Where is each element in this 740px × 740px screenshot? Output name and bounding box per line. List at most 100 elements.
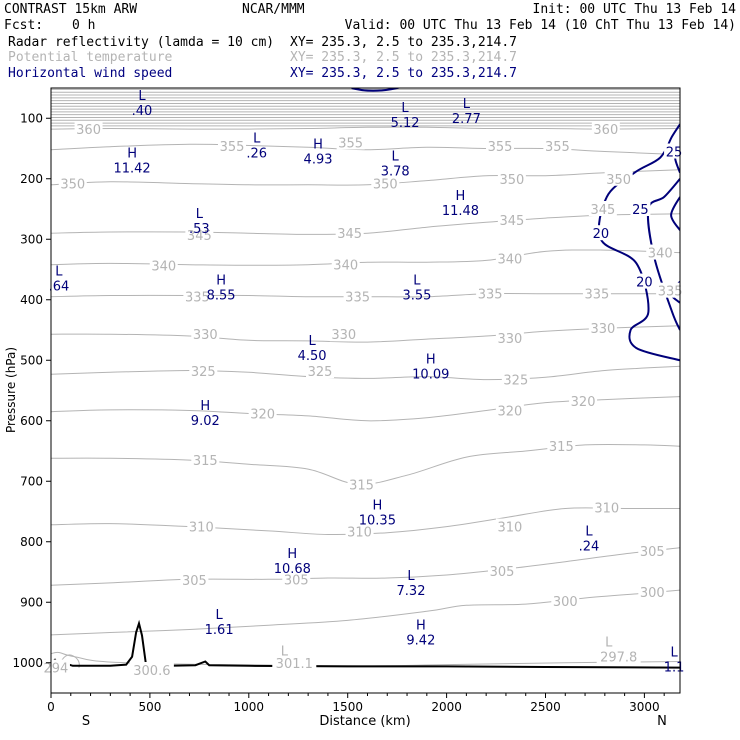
- x-tick-label: 2500: [530, 700, 561, 714]
- theta-label-bg: [335, 225, 364, 241]
- theta-label-bg: [588, 320, 617, 336]
- theta-extremum-marker-bg: [602, 633, 615, 649]
- theta-label-bg: [272, 654, 317, 670]
- theta-label: 294: [44, 662, 69, 677]
- theta-label: 345: [337, 227, 362, 242]
- theta-label-bg: [656, 282, 685, 298]
- field-name-reflectivity: Radar reflectivity (lamda = 10 cm): [8, 35, 274, 50]
- model-title: CONTRAST 15km ARW: [4, 2, 137, 17]
- theta-extremum-marker-bg: [278, 642, 291, 658]
- theta-label: 315: [193, 454, 218, 469]
- theta-label-bg: [582, 285, 611, 301]
- theta-label: 350: [499, 173, 524, 188]
- wind-extremum-value: .53: [189, 222, 210, 237]
- theta-label-bg: [329, 326, 358, 342]
- theta-extremum-marker: L: [281, 645, 289, 660]
- wind-extremum-value: 10.35: [359, 514, 396, 529]
- y-axis-title: Pressure (hPa): [4, 347, 18, 433]
- theta-label: 310: [497, 521, 522, 536]
- wind-extremum-marker: L: [413, 274, 421, 289]
- theta-label-bg: [248, 405, 277, 421]
- x-tick-label: 500: [138, 700, 161, 714]
- y-tick-label: 600: [20, 414, 43, 428]
- wind-extremum-value: 4.50: [298, 349, 327, 364]
- direction-south: S: [82, 714, 90, 729]
- theta-contour-350: [51, 169, 680, 186]
- direction-north: N: [657, 714, 667, 729]
- theta-label-bg: [74, 121, 103, 137]
- theta-label: 355: [488, 140, 513, 155]
- wind-extremum-marker: L: [463, 97, 471, 112]
- theta-label-bg: [149, 257, 178, 273]
- theta-label-bg: [191, 326, 220, 342]
- theta-label-bg: [180, 571, 209, 587]
- wind-extremum-value: .64: [49, 280, 70, 295]
- wind-extremum-marker: H: [456, 189, 466, 204]
- wind-label: 20: [636, 276, 653, 291]
- theta-label: 310: [594, 501, 619, 516]
- wind-label-bg: [634, 273, 655, 289]
- terrain-line: [51, 619, 680, 669]
- y-tick-label: 500: [20, 353, 43, 367]
- wind-extremum-value: 3.55: [402, 289, 431, 304]
- theta-label: 350: [606, 173, 631, 188]
- theta-contour-340: [51, 249, 680, 266]
- y-tick-label: 100: [20, 111, 43, 125]
- wind-extremum-value: 5.12: [391, 116, 420, 131]
- theta-contour-330: [51, 325, 680, 343]
- theta-label: 355: [545, 140, 570, 155]
- theta-label: 335: [185, 291, 210, 306]
- theta-label-bg: [497, 211, 526, 227]
- theta-label-bg: [569, 392, 598, 408]
- wind-label: 25: [666, 146, 683, 161]
- x-tick-label: 3000: [629, 700, 660, 714]
- x-tick-label: 0: [47, 700, 55, 714]
- theta-extremum-marker: L: [605, 636, 613, 651]
- theta-label: 301.1: [276, 657, 313, 672]
- theta-label-bg: [306, 363, 335, 379]
- theta-label-bg: [189, 363, 218, 379]
- wind-label: 20: [593, 227, 610, 242]
- theta-label: 355: [220, 140, 245, 155]
- plot-area: [51, 88, 680, 669]
- theta-label: 360: [76, 123, 101, 138]
- wind-extremum-marker: L: [196, 207, 204, 222]
- wind-extremum-value: .40: [132, 104, 153, 119]
- wind-extremum-value: 4.93: [304, 153, 333, 168]
- field-xy-wind: XY= 235.3, 2.5 to 235.3,214.7: [290, 66, 517, 81]
- wind-extremum-value: 2.77: [452, 112, 481, 127]
- theta-label-bg: [183, 288, 212, 304]
- theta-label: 335: [478, 288, 503, 303]
- wind-extremum-marker: H: [372, 499, 382, 514]
- theta-label: 335: [658, 285, 683, 300]
- theta-label: 345: [499, 214, 524, 229]
- theta-label: 320: [571, 395, 596, 410]
- y-tick-label: 300: [20, 232, 43, 246]
- wind-extremum-marker: H: [287, 547, 297, 562]
- y-tick-label: 400: [20, 293, 43, 307]
- theta-label-bg: [588, 201, 617, 216]
- wind-extremum-marker: H: [127, 147, 137, 162]
- theta-label: 330: [497, 332, 522, 347]
- theta-contour-300: [51, 589, 680, 636]
- theta-label-bg: [638, 583, 667, 599]
- theta-label: 310: [189, 521, 214, 536]
- theta-label: 300: [640, 586, 665, 601]
- theta-label-bg: [345, 523, 374, 539]
- wind-extremum-value: .26: [246, 146, 267, 161]
- fcst-value: 0 h: [72, 18, 95, 33]
- theta-label: 300.6: [133, 664, 170, 679]
- theta-label-bg: [347, 476, 376, 492]
- theta-label-bg: [497, 170, 526, 186]
- theta-label: 350: [60, 178, 85, 193]
- theta-label: 340: [151, 259, 176, 274]
- theta-label: 330: [331, 328, 356, 343]
- theta-contour-325: [51, 365, 680, 381]
- x-tick-label: 1500: [332, 700, 363, 714]
- theta-label-bg: [604, 170, 633, 186]
- theta-contour-310: [51, 507, 680, 536]
- wind-extremum-marker: H: [200, 399, 210, 414]
- theta-label-bg: [495, 250, 524, 266]
- theta-label: 360: [593, 123, 618, 138]
- theta-label-bg: [343, 288, 372, 304]
